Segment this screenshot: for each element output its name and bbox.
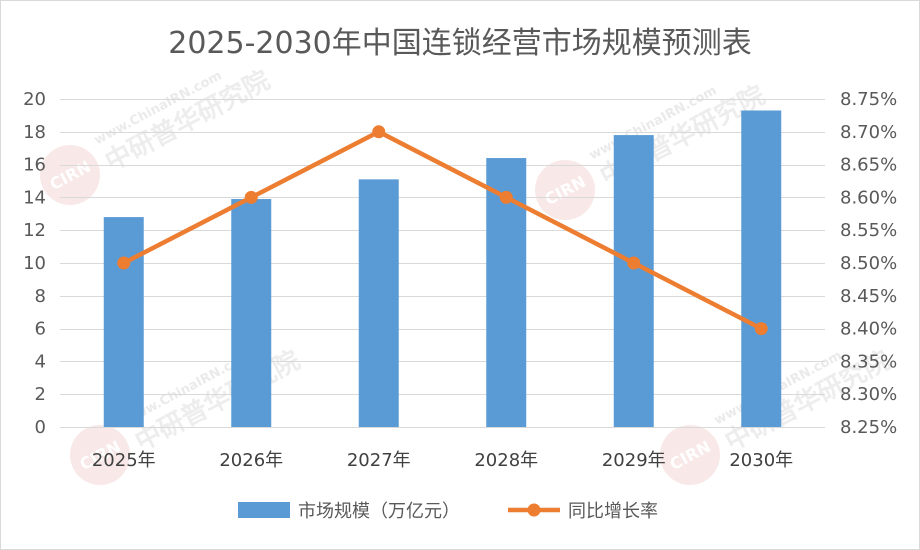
- right-axis: 8.25% 8.30% 8.35% 8.40% 8.45% 8.50% 8.55% 8.60%…: [840, 89, 897, 438]
- left-tick-label: 14: [23, 187, 46, 208]
- left-tick-label: 2: [35, 384, 46, 405]
- line-point-1: [117, 256, 131, 270]
- left-tick-label: 18: [23, 122, 46, 143]
- category-label: 2025年: [92, 450, 156, 471]
- left-tick-label: 20: [23, 89, 46, 110]
- line-point-6: [754, 322, 768, 336]
- left-tick-label: 0: [35, 417, 46, 438]
- left-tick-label: 12: [23, 220, 46, 241]
- right-tick-label: 8.70%: [840, 122, 897, 143]
- category-label: 2028年: [474, 450, 538, 471]
- legend-bar-label: 市场规模（万亿元）: [298, 501, 460, 522]
- bar-5: [613, 135, 654, 427]
- right-tick-label: 8.75%: [840, 89, 897, 110]
- category-label: 2030年: [729, 450, 793, 471]
- line-point-2: [244, 190, 258, 204]
- left-tick-label: 6: [35, 319, 46, 340]
- right-tick-label: 8.50%: [840, 253, 897, 274]
- right-tick-label: 8.45%: [840, 286, 897, 307]
- bar-3: [358, 179, 399, 427]
- watermark-logo-icon: [660, 425, 720, 485]
- left-tick-label: 8: [35, 286, 46, 307]
- legend-bar-swatch: [238, 502, 290, 518]
- right-tick-label: 8.30%: [840, 384, 897, 405]
- legend: 市场规模（万亿元） 同比增长率: [238, 501, 658, 522]
- watermark-logo-icon: [535, 160, 595, 220]
- right-tick-label: 8.65%: [840, 155, 897, 176]
- bar-1: [103, 217, 144, 427]
- left-tick-label: 4: [35, 351, 46, 372]
- category-label: 2029年: [602, 450, 666, 471]
- right-tick-label: 8.35%: [840, 351, 897, 372]
- category-label: 2027年: [347, 450, 411, 471]
- chart-title: 2025-2030年中国连锁经营市场规模预测表: [168, 26, 752, 61]
- line-point-3: [372, 125, 386, 139]
- left-tick-label: 16: [23, 155, 46, 176]
- line-series: [117, 125, 768, 336]
- left-tick-label: 10: [23, 253, 46, 274]
- bar-series: [103, 110, 782, 428]
- left-axis: 0 2 4 6 8 10 12 14 16 18 20: [23, 89, 46, 438]
- legend-line-label: 同比增长率: [568, 501, 658, 522]
- right-tick-label: 8.60%: [840, 187, 897, 208]
- right-tick-label: 8.40%: [840, 319, 897, 340]
- legend-line-marker: [527, 503, 541, 517]
- line-point-5: [627, 256, 641, 270]
- right-tick-label: 8.55%: [840, 220, 897, 241]
- right-tick-label: 8.25%: [840, 417, 897, 438]
- watermark-logo-icon: [40, 145, 100, 205]
- line-point-4: [499, 190, 513, 204]
- category-label: 2026年: [219, 450, 283, 471]
- bar-6: [741, 110, 782, 427]
- growth-rate-line: [121, 129, 764, 331]
- watermark-logo-icon: [70, 425, 130, 485]
- bar-2: [231, 199, 272, 427]
- x-axis: 2025年 2026年 2027年 2028年 2029年 2030年: [92, 450, 793, 471]
